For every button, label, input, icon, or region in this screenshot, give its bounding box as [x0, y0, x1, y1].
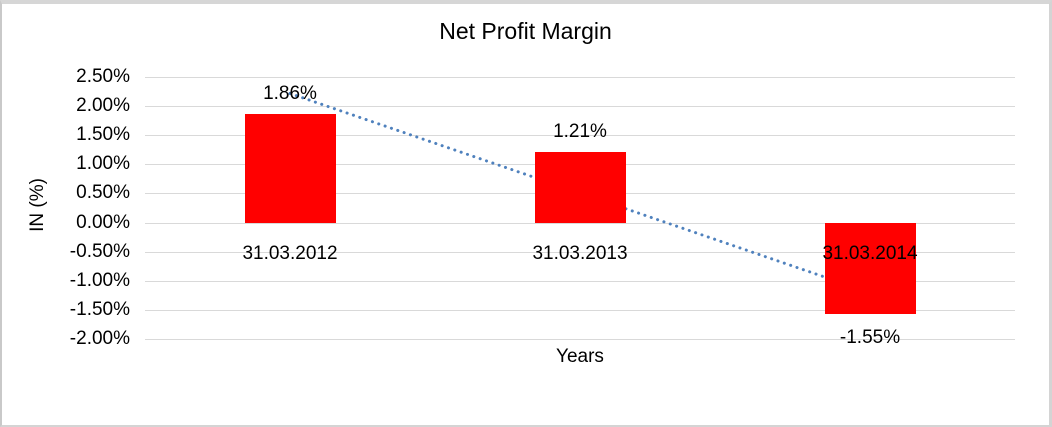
bar-value-label: 1.86%: [263, 83, 317, 104]
category-label: 31.03.2013: [532, 243, 628, 264]
y-tick-label: 1.50%: [76, 124, 130, 145]
category-label: 31.03.2012: [242, 243, 338, 264]
y-tick-label: -2.00%: [69, 328, 130, 349]
gridline: [145, 77, 1015, 78]
y-tick-label: -1.50%: [69, 299, 130, 320]
bar-value-label: -1.55%: [839, 327, 901, 348]
bar: [245, 114, 336, 223]
y-tick-label: -1.00%: [69, 270, 130, 291]
bar-value-label: 1.21%: [553, 121, 607, 142]
y-tick-label: 0.00%: [76, 212, 130, 233]
y-tick-label: -0.50%: [69, 241, 130, 262]
gridline: [145, 281, 1015, 282]
y-tick-label: 2.50%: [76, 66, 130, 87]
category-label: 31.03.2014: [822, 243, 918, 264]
gridline: [145, 135, 1015, 136]
trendline: [288, 91, 872, 295]
gridline: [145, 310, 1015, 311]
gridline: [145, 339, 1015, 340]
bar: [535, 152, 626, 223]
chart-title: Net Profit Margin: [439, 18, 612, 44]
gridline: [145, 106, 1015, 107]
y-tick-label: 0.50%: [76, 182, 130, 203]
y-tick-label: 1.00%: [76, 153, 130, 174]
x-axis-title: Years: [556, 346, 604, 367]
gridline: [145, 252, 1015, 253]
gridline: [145, 223, 1015, 224]
y-tick-label: 2.00%: [76, 95, 130, 116]
bar: [825, 223, 916, 314]
